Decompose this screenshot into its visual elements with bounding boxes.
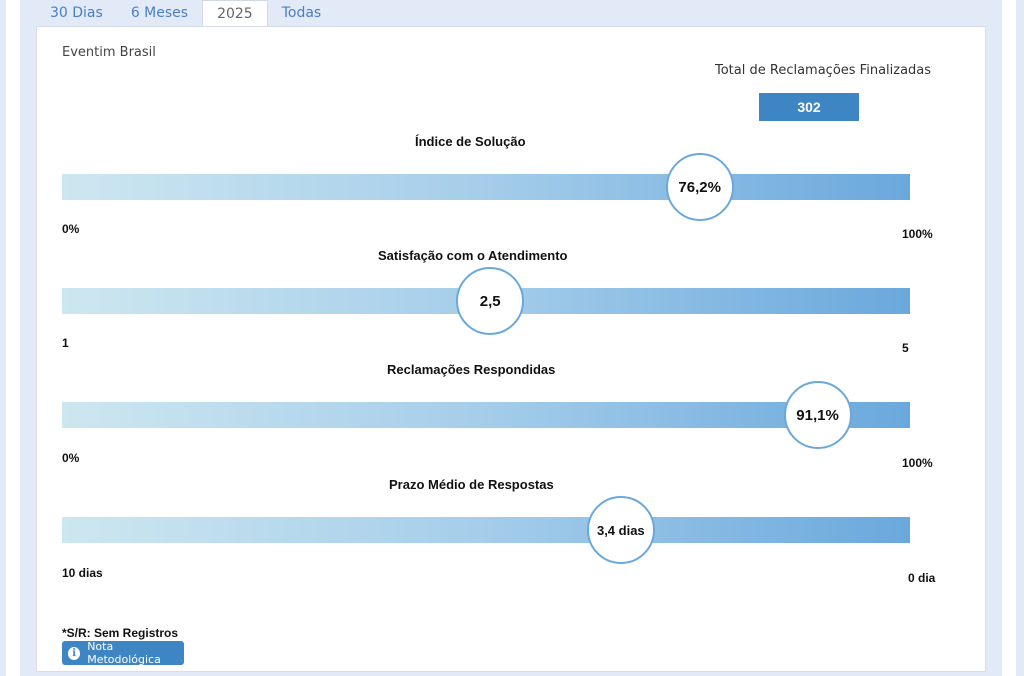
page-left-edge	[0, 0, 6, 676]
metric-value-marker: 76,2%	[665, 153, 734, 221]
metric-value-marker: 91,1%	[783, 381, 852, 449]
metric-title: Prazo Médio de Respostas	[389, 477, 554, 492]
nota-metodologica-button[interactable]: i Nota Metodológica	[62, 640, 184, 666]
metric-title: Reclamações Respondidas	[387, 362, 556, 377]
total-value-badge: 302	[759, 93, 859, 121]
metric-max-label: 5	[902, 341, 909, 355]
nota-metodologica-label: Nota Metodológica	[87, 640, 161, 666]
metric-respondidas: Reclamações Respondidas 91,1% 0% 100%	[37, 362, 987, 472]
footnote: *S/R: Sem Registros	[62, 626, 179, 640]
tab-todas[interactable]: Todas	[281, 5, 322, 21]
company-name: Eventim Brasil	[62, 45, 156, 60]
metric-indice-solucao: Índice de Solução 76,2% 0% 100%	[37, 134, 987, 244]
metric-bar	[62, 517, 910, 543]
info-icon: i	[68, 646, 81, 660]
tab-2025[interactable]: 2025	[202, 0, 268, 27]
page-right-edge	[1016, 0, 1024, 676]
reputation-panel: Eventim Brasil Total de Reclamações Fina…	[36, 26, 986, 672]
metric-value-marker: 3,4 dias	[586, 496, 655, 564]
metric-satisfacao: Satisfação com o Atendimento 2,5 1 5	[37, 248, 987, 358]
metric-max-label: 100%	[902, 456, 933, 470]
metric-min-label: 0%	[62, 222, 80, 236]
metric-min-label: 0%	[62, 451, 80, 465]
metric-min-label: 10 dias	[62, 566, 103, 580]
metric-prazo-medio: Prazo Médio de Respostas 3,4 dias 10 dia…	[37, 477, 987, 587]
metric-min-label: 1	[62, 336, 69, 350]
total-label: Total de Reclamações Finalizadas	[715, 63, 932, 78]
metric-max-label: 0 dia	[908, 571, 936, 585]
metric-bar	[62, 174, 910, 200]
metric-value-marker: 2,5	[456, 267, 525, 335]
period-tabs: 30 Dias 6 Meses 2025 Todas	[36, 0, 335, 27]
tab-30-dias[interactable]: 30 Dias	[50, 5, 103, 21]
metric-title: Índice de Solução	[415, 134, 526, 149]
metric-title: Satisfação com o Atendimento	[378, 248, 568, 263]
tab-6-meses[interactable]: 6 Meses	[130, 5, 189, 21]
metric-bar	[62, 402, 910, 428]
metric-max-label: 100%	[902, 227, 933, 241]
